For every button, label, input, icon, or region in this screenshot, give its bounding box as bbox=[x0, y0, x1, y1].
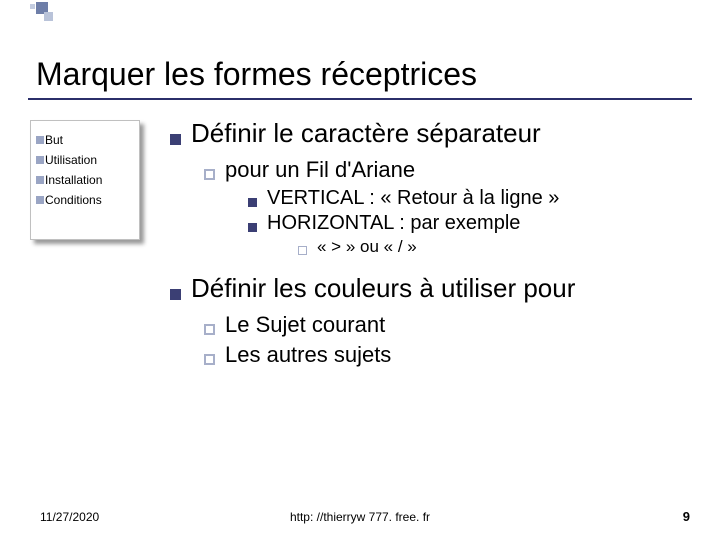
sidebar-item-label: Conditions bbox=[45, 193, 102, 207]
header-decoration bbox=[0, 0, 720, 40]
footer-page-number: 9 bbox=[683, 509, 690, 524]
square-bullet-icon bbox=[170, 134, 181, 145]
deco-square bbox=[30, 4, 35, 9]
bullet-text: Définir les couleurs à utiliser pour bbox=[191, 273, 575, 304]
slide-title: Marquer les formes réceptrices bbox=[36, 56, 477, 93]
sidebar-item-label: Utilisation bbox=[45, 153, 97, 167]
hollow-square-bullet-icon bbox=[204, 324, 215, 335]
sidebar-item-but: But bbox=[36, 133, 134, 147]
spacer bbox=[170, 259, 690, 273]
bullet-text: Le Sujet courant bbox=[225, 312, 385, 338]
bullet-text: HORIZONTAL : par exemple bbox=[267, 212, 520, 235]
hollow-square-bullet-icon bbox=[298, 246, 307, 255]
bullet-text: Les autres sujets bbox=[225, 342, 391, 368]
sidebar-item-conditions: Conditions bbox=[36, 193, 134, 207]
bullet-level3: HORIZONTAL : par exemple bbox=[248, 212, 690, 235]
hollow-square-bullet-icon bbox=[204, 354, 215, 365]
bullet-text: VERTICAL : « Retour à la ligne » bbox=[267, 187, 559, 210]
square-icon bbox=[36, 196, 44, 204]
deco-square bbox=[44, 12, 53, 21]
bullet-level4: « > » ou « / » bbox=[298, 237, 690, 257]
footer-url: http: //thierryw 777. free. fr bbox=[0, 510, 720, 524]
bullet-text: « > » ou « / » bbox=[317, 237, 417, 257]
bullet-level2: pour un Fil d'Ariane bbox=[204, 157, 690, 183]
square-icon bbox=[36, 156, 44, 164]
bullet-text: pour un Fil d'Ariane bbox=[225, 157, 415, 183]
bullet-text: Définir le caractère séparateur bbox=[191, 118, 541, 149]
bullet-level1: Définir le caractère séparateur bbox=[170, 118, 690, 149]
square-icon bbox=[36, 176, 44, 184]
square-bullet-icon bbox=[248, 198, 257, 207]
square-icon bbox=[36, 136, 44, 144]
bullet-level2: Les autres sujets bbox=[204, 342, 690, 368]
sidebar-nav: But Utilisation Installation Conditions bbox=[30, 120, 140, 240]
slide-body: Définir le caractère séparateur pour un … bbox=[170, 118, 690, 372]
square-bullet-icon bbox=[170, 289, 181, 300]
bullet-level3: VERTICAL : « Retour à la ligne » bbox=[248, 187, 690, 210]
sidebar-item-utilisation: Utilisation bbox=[36, 153, 134, 167]
title-underline bbox=[28, 98, 692, 100]
square-bullet-icon bbox=[248, 223, 257, 232]
sidebar-item-installation: Installation bbox=[36, 173, 134, 187]
bullet-level2: Le Sujet courant bbox=[204, 312, 690, 338]
sidebar-item-label: But bbox=[45, 133, 63, 147]
sidebar-item-label: Installation bbox=[45, 173, 102, 187]
hollow-square-bullet-icon bbox=[204, 169, 215, 180]
bullet-level1: Définir les couleurs à utiliser pour bbox=[170, 273, 690, 304]
